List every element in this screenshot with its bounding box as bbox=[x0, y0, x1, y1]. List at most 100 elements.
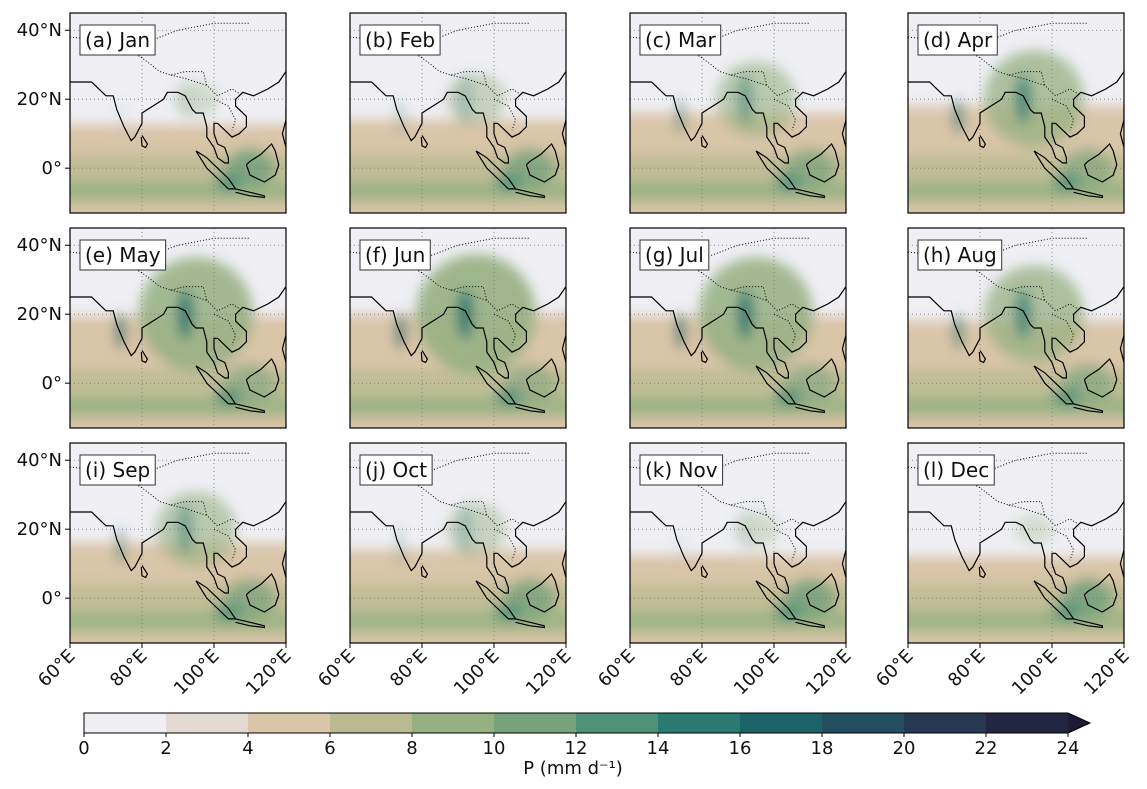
precip-blob bbox=[494, 171, 523, 192]
coastline bbox=[795, 618, 825, 629]
coastline bbox=[420, 350, 429, 364]
precip-blob bbox=[395, 313, 406, 350]
panel-frame bbox=[907, 12, 1125, 214]
precip-blob bbox=[675, 98, 686, 135]
lon-tick-label: 80°E bbox=[666, 646, 711, 691]
precip-blob bbox=[953, 98, 964, 135]
precip-band bbox=[630, 611, 846, 630]
border bbox=[350, 36, 524, 97]
precip-blob bbox=[395, 528, 406, 565]
panel-label: (f) Jun bbox=[365, 243, 425, 267]
colorbar-tick-label: 8 bbox=[406, 738, 417, 759]
coastline bbox=[70, 71, 286, 164]
precip-blob bbox=[177, 289, 194, 340]
precip-blob bbox=[214, 601, 243, 622]
panel-label-box: (d) Apr bbox=[917, 24, 998, 56]
coastline bbox=[1083, 358, 1118, 398]
precip-blob bbox=[737, 74, 754, 125]
panel-label: (h) Aug bbox=[923, 243, 997, 267]
border bbox=[630, 251, 804, 312]
colorbar-segment bbox=[576, 713, 659, 733]
border bbox=[350, 466, 524, 527]
precip-blob bbox=[737, 289, 754, 340]
panel-label-bg bbox=[917, 24, 998, 56]
panel-frame bbox=[69, 12, 287, 214]
precip-field bbox=[630, 504, 846, 643]
border bbox=[773, 313, 797, 346]
precip-band bbox=[350, 611, 566, 630]
coastline bbox=[350, 71, 566, 164]
panel-label-bg bbox=[79, 239, 167, 271]
colorbar-tick-label: 6 bbox=[324, 738, 335, 759]
panel-frame bbox=[69, 442, 287, 644]
panel-label-bg bbox=[359, 239, 431, 271]
panel-label-bg bbox=[79, 24, 156, 56]
lat-tick-label: 0° bbox=[42, 588, 62, 609]
colorbar-segment bbox=[904, 713, 987, 733]
precip-blob bbox=[395, 98, 406, 135]
colorbar-label: P (mm d⁻¹) bbox=[523, 758, 623, 779]
precip-blob bbox=[774, 386, 803, 407]
lon-tick-label: 80°E bbox=[106, 646, 151, 691]
panel-label-box: (a) Jan bbox=[79, 24, 156, 56]
precip-blob bbox=[698, 257, 814, 372]
coastline bbox=[140, 135, 149, 149]
coastline bbox=[1033, 580, 1075, 620]
panel-frame bbox=[69, 227, 287, 429]
border bbox=[630, 36, 804, 97]
lon-tick-label: 60°E bbox=[594, 646, 639, 691]
panel-label-box: (f) Jun bbox=[359, 239, 431, 271]
precip-blob bbox=[457, 289, 474, 340]
coastline bbox=[700, 350, 709, 364]
colorbar-tick-label: 14 bbox=[647, 738, 670, 759]
panel-label: (g) Jul bbox=[645, 243, 704, 267]
lon-tick-label: 100°E bbox=[450, 646, 504, 700]
map-field bbox=[350, 443, 566, 643]
colorbar-segment bbox=[740, 713, 823, 733]
coastline bbox=[561, 536, 566, 578]
lon-tick-label: 60°E bbox=[34, 646, 79, 691]
coastline bbox=[841, 106, 846, 148]
lat-tick-label: 40°N bbox=[17, 20, 62, 41]
border bbox=[773, 98, 797, 131]
precip-blob bbox=[1014, 514, 1054, 545]
panel-label-box: (h) Aug bbox=[917, 239, 1003, 271]
map-panel: (k) Nov bbox=[629, 442, 847, 644]
map-panel: (e) May bbox=[69, 227, 287, 429]
precip-blob bbox=[716, 61, 796, 137]
coastline bbox=[841, 536, 846, 578]
coastline bbox=[1083, 573, 1118, 613]
precip-band bbox=[70, 181, 286, 200]
precip-field bbox=[70, 74, 286, 213]
precip-band bbox=[70, 611, 286, 630]
coastline bbox=[630, 286, 846, 379]
precip-field bbox=[350, 72, 566, 213]
panel-label-box: (b) Feb bbox=[359, 24, 441, 56]
precip-blob bbox=[156, 491, 236, 567]
precip-blob bbox=[214, 386, 243, 407]
panel-label: (b) Feb bbox=[365, 28, 435, 52]
border bbox=[908, 36, 1082, 97]
colorbar-tick-label: 24 bbox=[1057, 738, 1080, 759]
map-panel: (j) Oct bbox=[349, 442, 567, 644]
colorbar-segment bbox=[986, 713, 1069, 733]
panel-label: (c) Mar bbox=[645, 28, 716, 52]
coastline bbox=[1073, 618, 1103, 629]
panel-label: (j) Oct bbox=[365, 458, 427, 482]
precip-band bbox=[908, 396, 1124, 415]
coastline bbox=[525, 358, 560, 398]
panel-label: (e) May bbox=[85, 243, 161, 267]
lat-tick-label: 20°N bbox=[17, 89, 62, 110]
colorbar-tick-label: 16 bbox=[729, 738, 752, 759]
precip-field bbox=[908, 50, 1124, 213]
map-panel: (g) Jul bbox=[629, 227, 847, 429]
border bbox=[213, 313, 237, 346]
lon-tick-label: 120°E bbox=[1080, 646, 1134, 700]
coastline bbox=[795, 188, 825, 199]
lat-tick-label: 40°N bbox=[17, 235, 62, 256]
precip-band bbox=[908, 611, 1124, 630]
coastline bbox=[235, 403, 265, 414]
lat-tick-label: 40°N bbox=[17, 450, 62, 471]
coastline bbox=[245, 573, 280, 613]
